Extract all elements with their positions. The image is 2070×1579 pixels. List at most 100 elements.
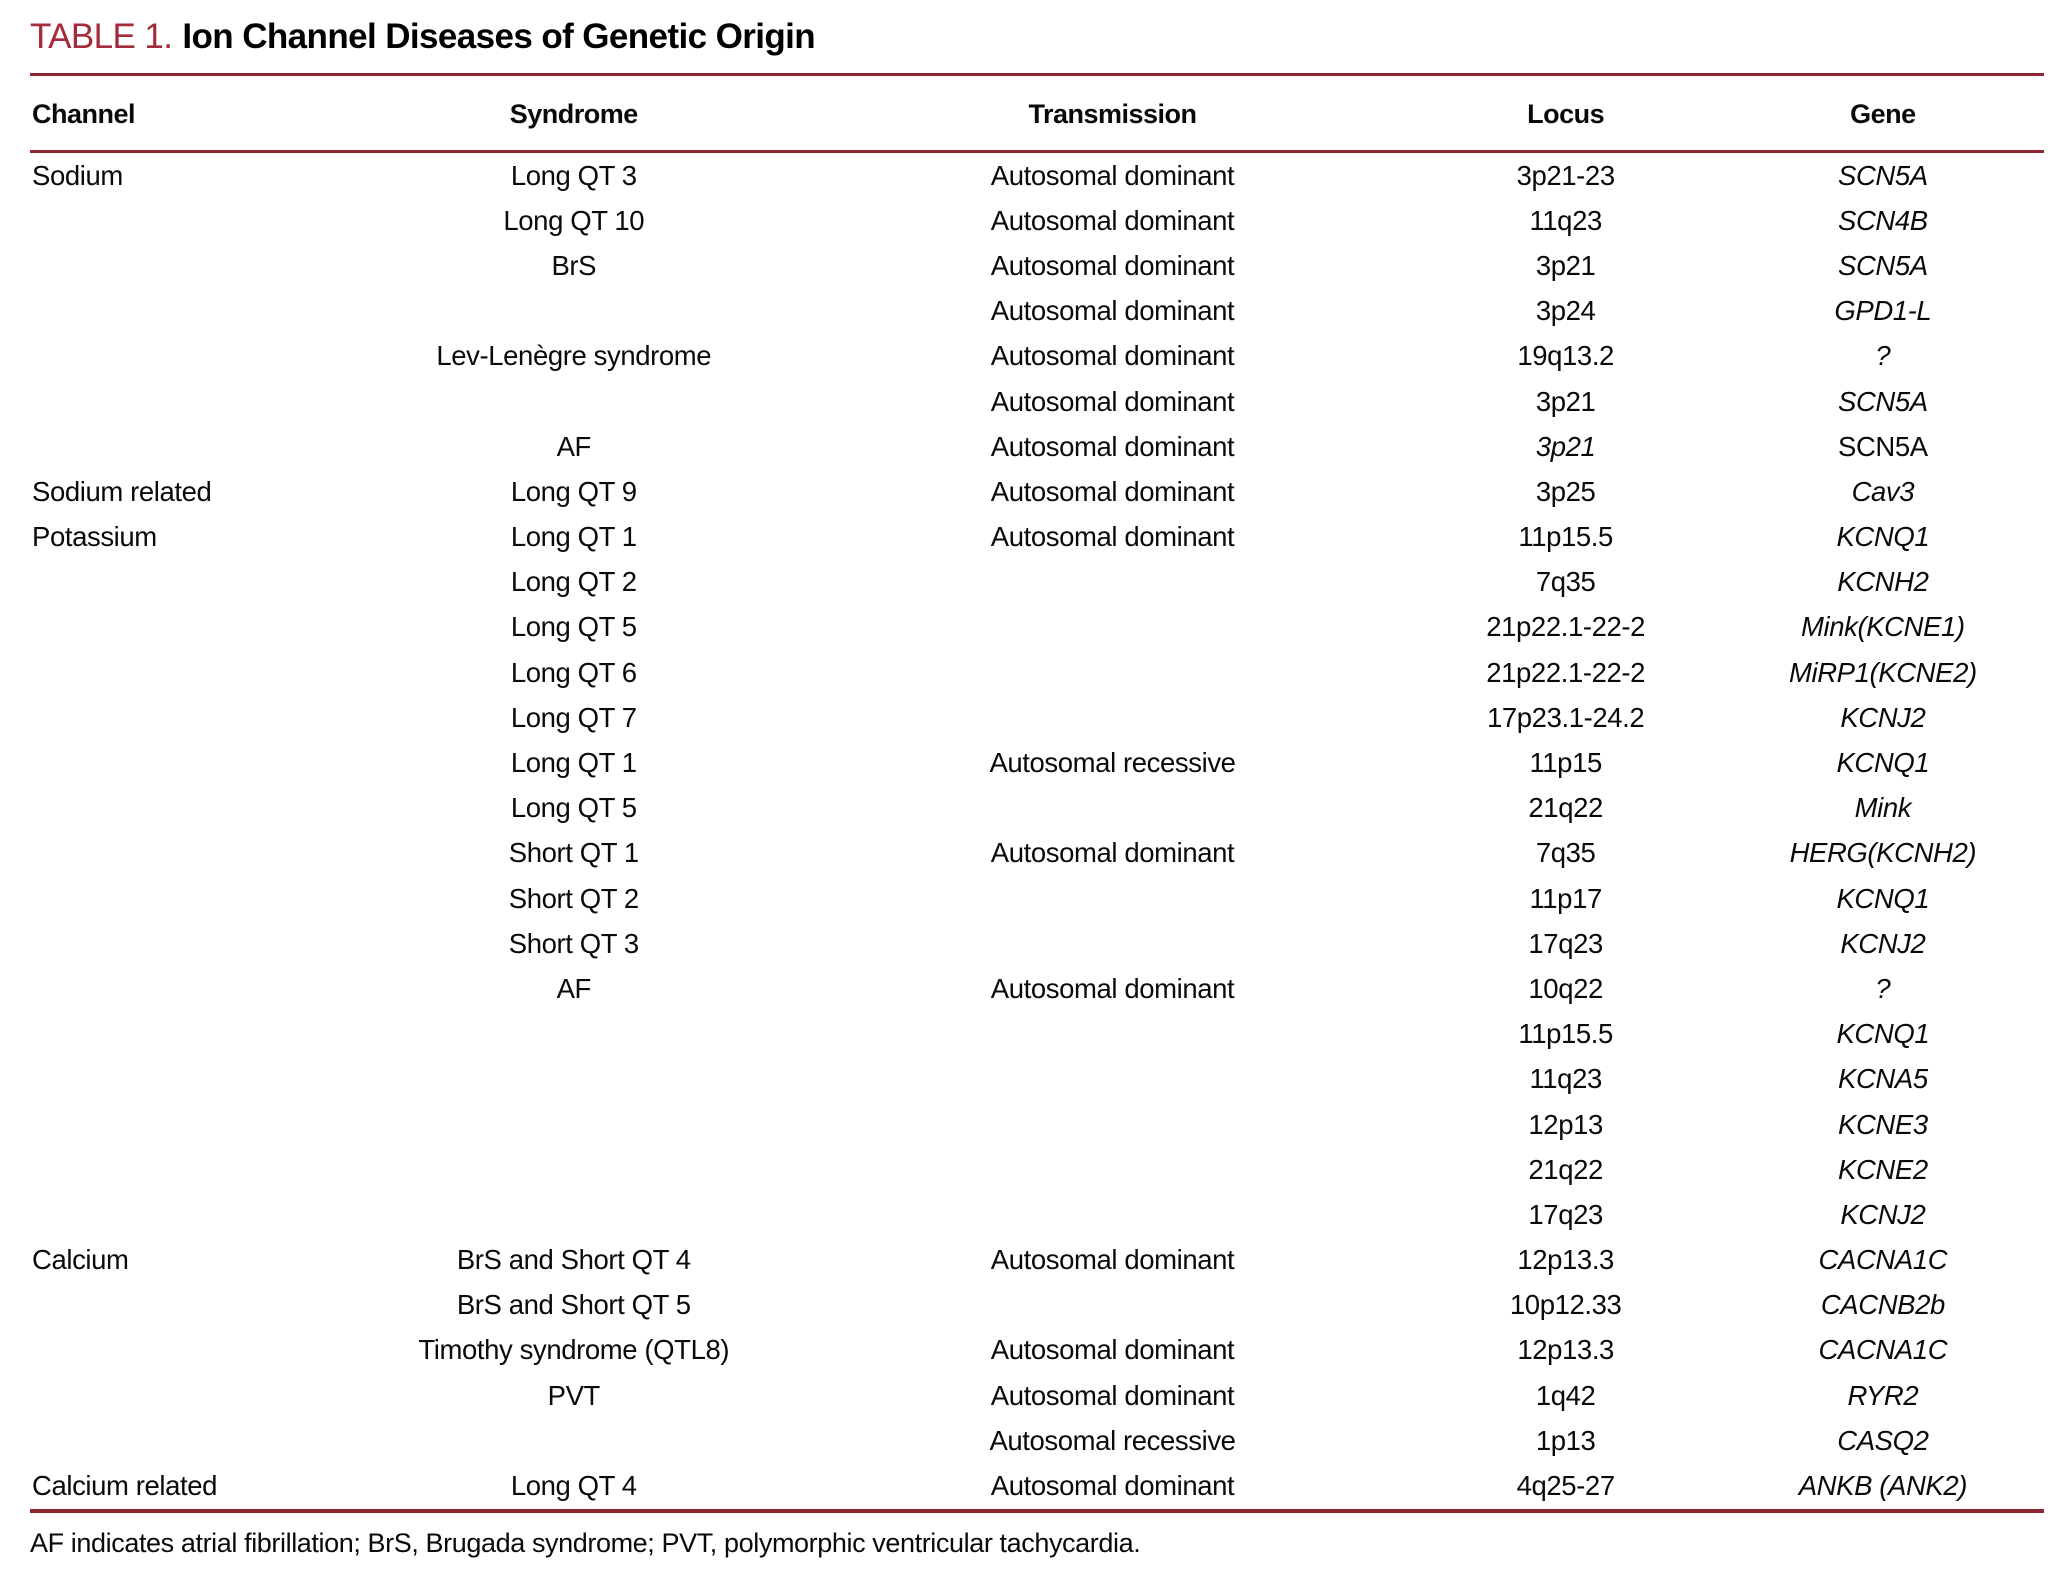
- table-row: Short QT 3 17q23 KCNJ2: [30, 921, 2044, 966]
- cell-locus: 4q25-27: [1516, 1470, 1616, 1502]
- cell-channel: [30, 786, 332, 831]
- cell-transmission: [815, 560, 1409, 605]
- cell-gene: CACNB2b: [1820, 1289, 1945, 1321]
- cell-transmission: Autosomal dominant: [990, 295, 1235, 327]
- table-row: Sodium related Long QT 9 Autosomal dominan…: [30, 469, 2044, 514]
- table-title: TABLE 1. Ion Channel Diseases of Genetic …: [30, 16, 2044, 58]
- cell-locus: 7q35: [1535, 837, 1596, 869]
- cell-gene: KCNJ2: [1840, 927, 1926, 959]
- table-row: 11p15.5 KCNQ1: [30, 1012, 2044, 1057]
- cell-channel: Potassium: [32, 521, 157, 553]
- table-row: Short QT 2 11p17 KCNQ1: [30, 876, 2044, 921]
- cell-locus: 21p22.1-22-2: [1486, 656, 1646, 688]
- cell-syndrome: Long QT 10: [503, 204, 645, 236]
- cell-syndrome: [332, 1192, 815, 1237]
- cell-transmission: [815, 1147, 1409, 1192]
- cell-syndrome: Short QT 1: [508, 837, 639, 869]
- cell-transmission: [815, 695, 1409, 740]
- cell-locus: 1p13: [1535, 1424, 1596, 1456]
- table-row: Potassium Long QT 1 Autosomal dominant 11p1…: [30, 515, 2044, 560]
- cell-transmission: [815, 1057, 1409, 1102]
- cell-transmission: Autosomal dominant: [990, 837, 1235, 869]
- bottom-rule: [30, 1508, 2044, 1513]
- cell-gene: ?: [1875, 972, 1891, 1004]
- cell-channel: [30, 1102, 332, 1147]
- cell-transmission: [815, 605, 1409, 650]
- table-row: Calcium BrS and Short QT 4 Autosomal domin…: [30, 1238, 2044, 1283]
- cell-syndrome: [332, 379, 815, 424]
- cell-gene: ANKB (ANK2): [1798, 1470, 1968, 1502]
- table-row: BrS Autosomal dominant 3p21 SCN5A: [30, 243, 2044, 288]
- cell-syndrome: Long QT 3: [510, 159, 637, 191]
- cell-locus: 12p13: [1528, 1108, 1603, 1140]
- cell-gene: KCNE2: [1838, 1153, 1928, 1185]
- cell-transmission: Autosomal dominant: [990, 1379, 1235, 1411]
- cell-locus: 21p22.1-22-2: [1486, 611, 1646, 643]
- cell-transmission: Autosomal dominant: [990, 385, 1235, 417]
- cell-syndrome: [332, 1102, 815, 1147]
- cell-locus: 19q13.2: [1517, 340, 1614, 372]
- header-row: Channel Syndrome Transmission Locus Gene: [30, 76, 2044, 153]
- cell-transmission: [815, 1012, 1409, 1057]
- cell-transmission: Autosomal recessive: [989, 747, 1236, 779]
- cell-locus: 11p15: [1529, 747, 1602, 779]
- table-row: Calcium related Long QT 4 Autosomal domina…: [30, 1463, 2044, 1508]
- cell-syndrome: [332, 1418, 815, 1463]
- cell-syndrome: Long QT 9: [510, 475, 637, 507]
- cell-locus: 11p15.5: [1518, 1018, 1613, 1050]
- cell-gene: KCNQ1: [1836, 521, 1930, 553]
- cell-locus: 11q23: [1529, 204, 1602, 236]
- cell-syndrome: [332, 289, 815, 334]
- cell-syndrome: Long QT 7: [510, 701, 637, 733]
- cell-locus: 10q22: [1528, 972, 1603, 1004]
- cell-locus: 3p21: [1535, 249, 1596, 281]
- cell-channel: [30, 334, 332, 379]
- cell-channel: [30, 876, 332, 921]
- table-row: BrS and Short QT 5 10p12.33 CACNB2b: [30, 1283, 2044, 1328]
- cell-syndrome: Long QT 1: [510, 747, 637, 779]
- cell-channel: [30, 605, 332, 650]
- cell-locus: 3p21: [1535, 430, 1596, 462]
- cell-gene: KCNH2: [1837, 566, 1929, 598]
- cell-syndrome: Short QT 3: [508, 927, 639, 959]
- cell-locus: 17q23: [1528, 1198, 1603, 1230]
- cell-transmission: [815, 1102, 1409, 1147]
- table-row: Autosomal recessive 1p13 CASQ2: [30, 1418, 2044, 1463]
- cell-gene: KCNE3: [1838, 1108, 1928, 1140]
- cell-channel: [30, 740, 332, 785]
- cell-gene: KCNQ1: [1836, 1018, 1930, 1050]
- table-row: Long QT 5 21p22.1-22-2 Mink(KCNE1): [30, 605, 2044, 650]
- cell-locus: 3p24: [1535, 295, 1596, 327]
- cell-transmission: [815, 650, 1409, 695]
- table-row: Sodium Long QT 3 Autosomal dominant 3p21-23…: [30, 152, 2044, 199]
- cell-channel: Calcium related: [32, 1470, 218, 1502]
- cell-syndrome: Long QT 5: [510, 792, 637, 824]
- cell-gene: RYR2: [1847, 1379, 1919, 1411]
- cell-syndrome: Short QT 2: [508, 882, 639, 914]
- cell-locus: 17p23.1-24.2: [1487, 701, 1645, 733]
- cell-channel: [30, 650, 332, 695]
- cell-gene: Mink(KCNE1): [1801, 611, 1965, 643]
- cell-gene: SCN4B: [1838, 204, 1928, 236]
- cell-locus: 12p13.3: [1517, 1334, 1614, 1366]
- table-row: Autosomal dominant 3p21 SCN5A: [30, 379, 2044, 424]
- column-header-syndrome: Syndrome: [332, 76, 816, 153]
- cell-gene: GPD1-L: [1834, 295, 1932, 327]
- cell-transmission: Autosomal recessive: [989, 1424, 1236, 1456]
- cell-channel: [30, 1012, 332, 1057]
- cell-channel: Sodium related: [32, 475, 212, 507]
- cell-gene: SCN5A: [1838, 385, 1928, 417]
- table-body: Sodium Long QT 3 Autosomal dominant 3p21-23…: [30, 152, 2044, 1509]
- cell-channel: [30, 198, 332, 243]
- cell-transmission: Autosomal dominant: [990, 430, 1235, 462]
- table-header: Channel Syndrome Transmission Locus Gene: [30, 76, 2044, 153]
- cell-gene: KCNQ1: [1836, 747, 1930, 779]
- cell-syndrome: Long QT 4: [510, 1470, 637, 1502]
- cell-channel: [30, 1057, 332, 1102]
- cell-transmission: Autosomal dominant: [990, 475, 1235, 507]
- cell-syndrome: Timothy syndrome (QTL8): [418, 1334, 730, 1366]
- cell-syndrome: AF: [556, 430, 592, 462]
- cell-gene: MiRP1(KCNE2): [1789, 656, 1977, 688]
- cell-locus: 10p12.33: [1509, 1289, 1622, 1321]
- table-row: Long QT 10 Autosomal dominant 11q23 SCN4B: [30, 198, 2044, 243]
